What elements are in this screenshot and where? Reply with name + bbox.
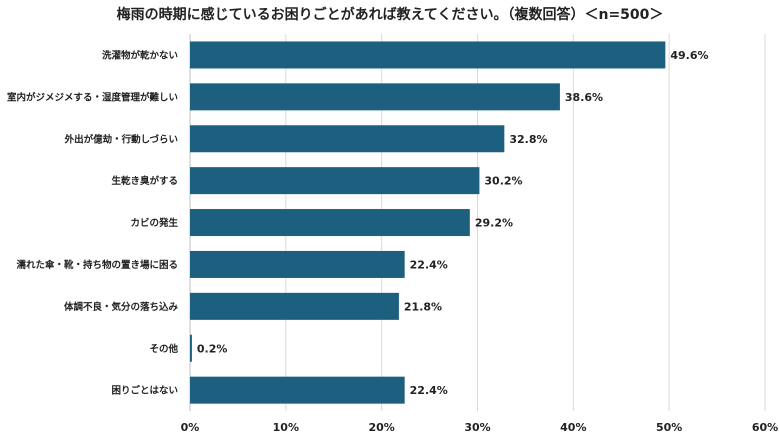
category-label: その他 [149, 343, 178, 355]
category-label: 困りごとはない [111, 385, 178, 397]
data-label: 49.6% [670, 49, 708, 62]
x-tick-label: 60% [752, 421, 778, 434]
bar [190, 167, 480, 195]
category-label: 生乾き臭がする [111, 175, 178, 187]
bar [190, 83, 560, 111]
label-layer: 洗濯物が乾かない 49.6% 室内がジメジメする・湿度管理が難しい 38.6% 外出が億… [7, 49, 709, 397]
data-label: 29.2% [475, 217, 513, 230]
data-label: 22.4% [410, 384, 448, 397]
bar [190, 334, 192, 362]
category-label: 室内がジメジメする・湿度管理が難しい [7, 91, 178, 103]
tick-layer: 0% 10% 20% 30% 40% 50% 60% [181, 421, 779, 434]
x-tick-label: 0% [181, 421, 200, 434]
data-label: 0.2% [197, 342, 228, 355]
bar [190, 292, 399, 320]
bar [190, 125, 505, 153]
data-label: 21.8% [404, 300, 442, 313]
category-label: 外出が億劫・行動しづらい [64, 133, 178, 145]
data-label: 38.6% [565, 91, 603, 104]
chart-title: 梅雨の時期に感じているお困りごとがあれば教えてください。（複数回答）＜n=500… [116, 7, 664, 23]
bar [190, 209, 470, 237]
bar [190, 250, 405, 278]
bar-layer [190, 41, 666, 404]
x-tick-label: 20% [368, 421, 394, 434]
category-label: 体調不良・気分の落ち込み [64, 301, 179, 313]
x-tick-label: 30% [464, 421, 490, 434]
data-label: 22.4% [410, 258, 448, 271]
category-label: 洗濯物が乾かない [102, 49, 178, 61]
data-label: 30.2% [484, 175, 522, 188]
bar [190, 376, 405, 404]
data-label: 32.8% [509, 133, 547, 146]
x-tick-label: 50% [656, 421, 682, 434]
bar [190, 41, 666, 69]
category-label: カビの発生 [130, 217, 178, 229]
category-label: 濡れた傘・靴・持ち物の置き場に困る [16, 259, 178, 271]
x-tick-label: 40% [560, 421, 586, 434]
x-tick-label: 10% [273, 421, 299, 434]
